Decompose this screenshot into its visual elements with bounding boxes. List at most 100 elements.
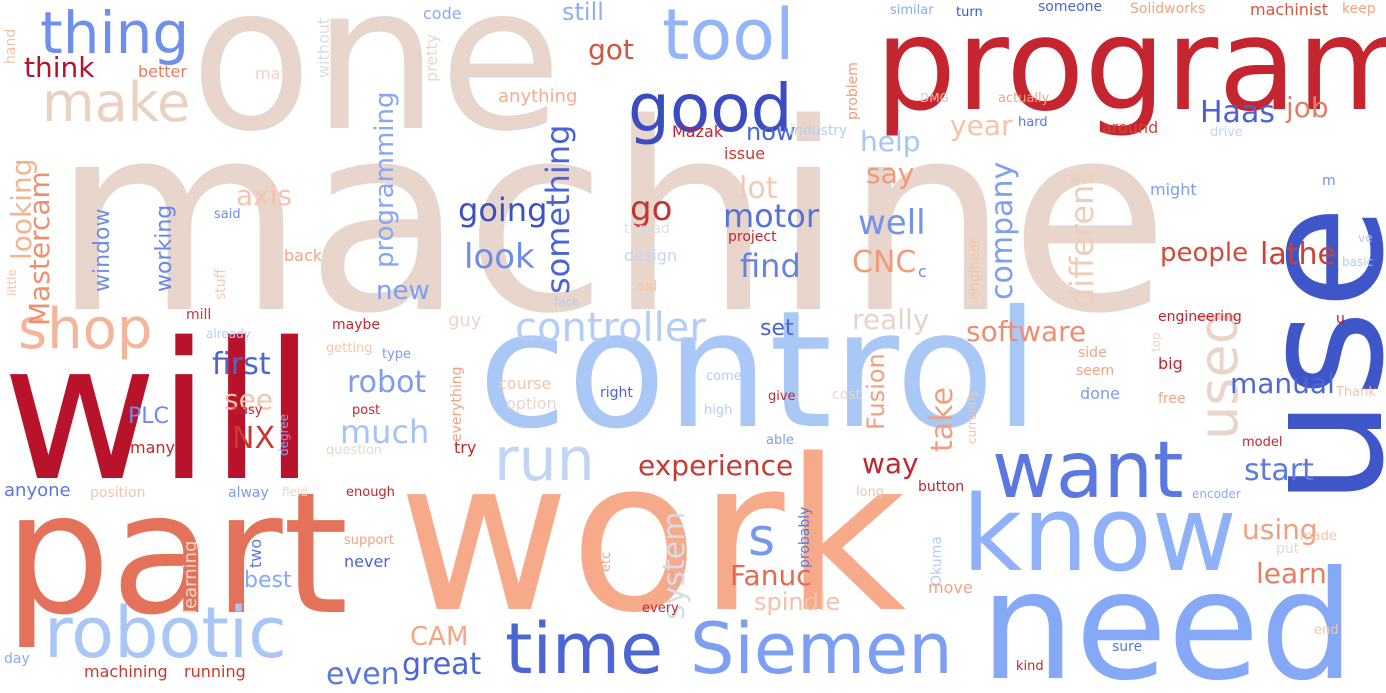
word: company bbox=[985, 161, 1020, 300]
word: right bbox=[600, 385, 633, 401]
word: old bbox=[636, 279, 658, 295]
word: time bbox=[505, 608, 664, 690]
word: software bbox=[966, 315, 1087, 348]
word: working bbox=[152, 204, 177, 292]
word: spindle bbox=[754, 588, 841, 616]
word: try bbox=[454, 438, 477, 457]
word: program bbox=[875, 0, 1386, 140]
word: using bbox=[1242, 513, 1318, 546]
word: option bbox=[506, 394, 557, 413]
word: free bbox=[1158, 391, 1186, 407]
word: two bbox=[246, 538, 265, 568]
word: machinist bbox=[1250, 0, 1328, 19]
word: work bbox=[398, 414, 907, 659]
word: move bbox=[928, 578, 973, 597]
word: tool bbox=[662, 0, 795, 76]
word: Solidworks bbox=[1130, 1, 1206, 17]
word: long bbox=[856, 485, 885, 500]
word: code bbox=[423, 4, 462, 23]
word: day bbox=[4, 651, 30, 667]
word: encoder bbox=[1192, 487, 1241, 501]
word: stuff bbox=[213, 268, 229, 300]
word: PLC bbox=[128, 404, 169, 429]
word: might bbox=[1150, 180, 1197, 199]
word: everything bbox=[449, 366, 465, 442]
word: really bbox=[852, 303, 930, 336]
word: programming bbox=[370, 91, 400, 268]
word: set bbox=[760, 316, 794, 341]
word: CAM bbox=[410, 622, 469, 652]
word: Siemen bbox=[690, 608, 953, 690]
word: etc bbox=[599, 551, 614, 572]
word: problem bbox=[845, 62, 861, 120]
word: big bbox=[1158, 354, 1183, 373]
word: probably bbox=[797, 506, 813, 568]
word: basic bbox=[1342, 255, 1374, 269]
word: shop bbox=[18, 297, 153, 362]
word: c bbox=[918, 262, 927, 281]
word: lathe bbox=[1260, 237, 1336, 272]
word: run bbox=[494, 425, 595, 495]
word: guy bbox=[448, 310, 482, 331]
word: learn bbox=[1256, 557, 1327, 590]
word: currently bbox=[965, 390, 979, 444]
word: window bbox=[90, 208, 115, 292]
word: cost bbox=[832, 387, 862, 403]
word: done bbox=[1080, 384, 1120, 403]
word: back bbox=[284, 246, 323, 265]
word: already bbox=[206, 327, 251, 341]
word: anything bbox=[498, 86, 578, 107]
word: made bbox=[1300, 529, 1337, 544]
word: keep bbox=[1342, 1, 1376, 17]
word: position bbox=[90, 485, 146, 501]
word: engineering bbox=[1158, 309, 1242, 325]
word: now bbox=[746, 118, 796, 146]
word: engineer bbox=[967, 237, 983, 300]
word: come bbox=[706, 369, 742, 384]
word: m bbox=[1322, 173, 1336, 189]
word: project bbox=[728, 229, 777, 245]
word: hand bbox=[3, 28, 19, 64]
word: maybe bbox=[332, 317, 381, 333]
word: enough bbox=[346, 485, 395, 500]
word: help bbox=[860, 125, 921, 158]
word: give bbox=[768, 389, 796, 404]
word: thing bbox=[40, 0, 190, 67]
word: side bbox=[1078, 345, 1107, 361]
word: post bbox=[352, 403, 381, 418]
word: good bbox=[628, 70, 793, 147]
word: NX bbox=[232, 421, 275, 456]
word: axis bbox=[236, 179, 293, 212]
word: model bbox=[1242, 435, 1283, 450]
word: Fanuc bbox=[730, 559, 812, 592]
word: anyone bbox=[4, 480, 71, 501]
word: something bbox=[539, 124, 577, 294]
word: ve bbox=[1358, 231, 1373, 245]
word: first bbox=[212, 347, 271, 382]
word: say bbox=[866, 157, 915, 190]
word: see bbox=[224, 383, 274, 416]
word: end bbox=[1314, 623, 1339, 638]
word: machining bbox=[84, 662, 168, 681]
word: course bbox=[498, 374, 552, 393]
word: able bbox=[766, 433, 794, 448]
word: s bbox=[748, 508, 776, 568]
word: CNC bbox=[852, 245, 917, 280]
word: around bbox=[1102, 118, 1159, 137]
word: start bbox=[1244, 453, 1314, 488]
word: question bbox=[326, 443, 383, 458]
word: alway bbox=[228, 485, 269, 501]
word: one bbox=[190, 0, 563, 176]
word: every bbox=[642, 601, 679, 616]
word: mill bbox=[186, 307, 212, 323]
word: will bbox=[2, 302, 316, 523]
word: face bbox=[554, 295, 580, 309]
word: support bbox=[344, 533, 394, 548]
word: robotic bbox=[44, 592, 287, 674]
word: job bbox=[1286, 91, 1329, 124]
word: want bbox=[992, 426, 1184, 516]
word: Thank bbox=[1336, 385, 1376, 400]
word: control bbox=[478, 277, 1040, 465]
word: machine bbox=[52, 69, 1170, 371]
word: even bbox=[326, 657, 400, 692]
